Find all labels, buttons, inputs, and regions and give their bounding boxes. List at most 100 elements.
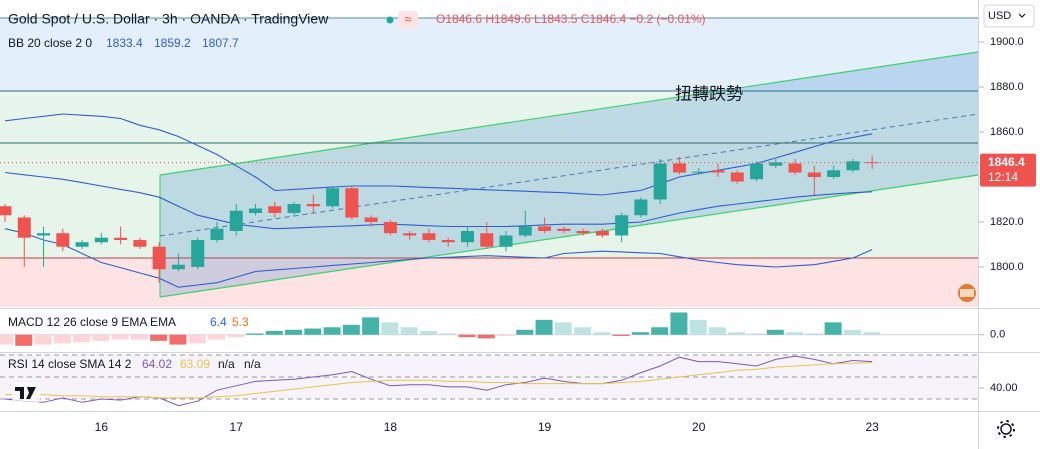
countdown: 12:14 [988, 170, 1018, 184]
gear-teeth[interactable] [997, 420, 1015, 438]
currency-box[interactable] [983, 4, 1035, 28]
symbol-title: Gold Spot / U.S. Dollar · 3h · OANDA · T… [8, 11, 329, 27]
candle-body [268, 206, 282, 213]
bb-basis: 1833.4 [106, 36, 143, 50]
x-tick-label: 16 [95, 420, 109, 434]
plot-layer: 1800.01820.01840.01860.01880.01900.01617… [0, 36, 1036, 434]
histogram-bar [362, 317, 380, 335]
x-tick-label: 20 [692, 420, 706, 434]
candle-body [422, 233, 436, 240]
candle-body [383, 221, 397, 234]
candle-body [94, 237, 108, 243]
candle-body [37, 233, 51, 236]
y-tick-label: 1800.0 [990, 261, 1024, 273]
channel-top [159, 51, 979, 176]
candle-body [653, 163, 667, 200]
histogram-bar [843, 329, 861, 335]
histogram-bar [400, 327, 418, 335]
rsi-line [5, 362, 873, 399]
y-tick-label: 1860.0 [990, 126, 1024, 138]
channel-fill [160, 52, 978, 297]
candle-body [133, 239, 147, 247]
histogram-bar [419, 331, 437, 335]
x-tick-label: 17 [230, 420, 244, 434]
histogram-bar [323, 327, 341, 335]
replay-icon: ≈ [404, 11, 411, 26]
candle-body [615, 215, 629, 236]
histogram-bar [150, 334, 168, 341]
histogram-bar [304, 328, 322, 335]
drawings [0, 17, 979, 399]
candle-body [480, 233, 494, 247]
y-tick-label: 0.0 [990, 329, 1005, 341]
histogram-bar [169, 334, 187, 345]
x-tick-label: 23 [865, 420, 879, 434]
histogram-bar [670, 312, 688, 335]
histogram-bar [593, 332, 611, 335]
histogram-bar [439, 333, 457, 335]
candle-body [750, 163, 764, 180]
candle-body [0, 206, 12, 216]
histogram-bar [342, 324, 360, 335]
histogram-bar [612, 334, 630, 336]
bb-lower: 1807.7 [202, 36, 239, 50]
channel-mid [159, 113, 979, 237]
candle-body [229, 210, 243, 231]
bb-upper [4, 113, 873, 196]
histogram-bar [207, 334, 225, 340]
candle-body [672, 163, 686, 173]
candle-body [152, 246, 166, 270]
candle-body [75, 242, 89, 247]
candle-body [306, 203, 320, 207]
histogram-bar [53, 334, 71, 344]
candle-body [171, 264, 185, 270]
histogram-bar [130, 334, 148, 340]
candle-body [17, 217, 31, 238]
candle-body [364, 217, 378, 222]
candle-body [345, 188, 359, 218]
settings-gear[interactable] [997, 420, 1015, 438]
channel-bottom [159, 174, 979, 298]
candle-body [807, 172, 821, 178]
histogram-bar [92, 334, 110, 341]
candle-body [249, 208, 263, 213]
zone-red [0, 258, 978, 307]
candle-body [595, 230, 609, 236]
histogram-bar [651, 327, 669, 335]
replay-badge [398, 11, 418, 29]
histogram-bar [708, 327, 726, 335]
histogram-bar [188, 334, 206, 344]
bb-upper: 1859.2 [154, 36, 191, 50]
histogram-bar [766, 329, 784, 335]
candle-body [576, 230, 590, 234]
histogram-bar [516, 329, 534, 335]
candle-body [846, 161, 860, 171]
histogram-bar [747, 333, 765, 335]
macd-value: 6.4 [210, 315, 227, 329]
flag-stripe [960, 289, 974, 297]
histogram-bar [824, 322, 842, 335]
candle-body [634, 199, 648, 216]
gear-ring[interactable] [1000, 423, 1012, 435]
candle-body [827, 170, 841, 178]
macd-label: MACD 12 26 close 9 EMA EMA [8, 315, 176, 329]
histogram-bar [574, 327, 592, 335]
histogram-bar [73, 334, 91, 343]
ohlc-values: O1846.6 H1849.6 L1843.5 C1846.4 −0.2 (−0… [436, 12, 706, 26]
rsi-sma-value: 63.09 [180, 357, 210, 371]
histogram-bar [34, 334, 52, 345]
currency[interactable]: USD [988, 10, 1011, 22]
candle-body [460, 230, 474, 243]
rsi-value: 64.02 [142, 357, 172, 371]
y-tick-label: 40.00 [990, 382, 1018, 394]
candle-body [114, 237, 128, 240]
candle-body [711, 170, 725, 173]
candle-body [326, 188, 340, 207]
currency-caret [1018, 13, 1026, 18]
y-tick-label: 1820.0 [990, 216, 1024, 228]
last-price-box [980, 153, 1036, 187]
candle-body [441, 239, 455, 243]
last-price: 1846.4 [988, 155, 1025, 169]
histogram-bar [381, 322, 399, 335]
